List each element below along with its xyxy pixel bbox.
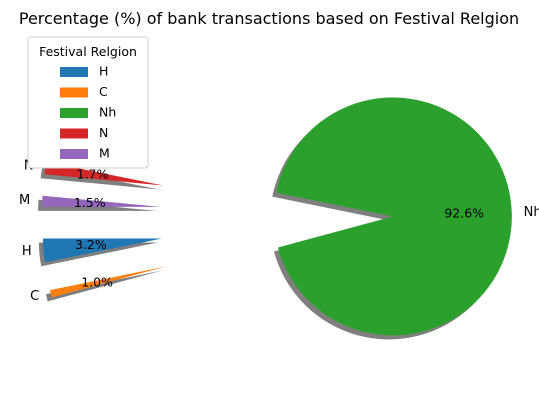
slice-m xyxy=(42,195,162,207)
slice-pct-c: 1.0% xyxy=(81,274,113,289)
slice-label-c: C xyxy=(30,289,39,304)
legend: Festival Relgion HC Nh NM xyxy=(27,36,149,169)
legend-label-m: M xyxy=(99,146,110,161)
pie-slices xyxy=(42,97,512,336)
legend-label-nh: Nh xyxy=(99,105,116,120)
legend-frame xyxy=(27,36,149,169)
slice-label-h: H xyxy=(22,244,32,259)
legend-swatch-n xyxy=(60,128,88,139)
chart-title: Percentage (%) of bank transactions base… xyxy=(19,9,519,28)
legend-title: Festival Relgion xyxy=(39,44,137,59)
slice-pct-m: 1.5% xyxy=(74,195,106,210)
legend-swatch-h xyxy=(60,67,88,77)
slice-nh xyxy=(276,97,512,336)
slice-c xyxy=(49,266,167,298)
slice-pct-nh: 92.6% xyxy=(444,206,484,221)
legend-label-c: C xyxy=(99,84,108,99)
legend-items: HC Nh NM xyxy=(60,64,116,161)
slice-label-nh: Nh xyxy=(524,205,539,220)
legend-swatch-nh xyxy=(60,108,88,118)
slice-label-m: M xyxy=(19,193,30,208)
slice-h xyxy=(42,238,162,263)
legend-label-h: H xyxy=(99,64,108,79)
legend-swatch-c xyxy=(60,87,88,98)
slice-shadow-c xyxy=(45,270,163,302)
legend-label-n: N xyxy=(99,125,108,140)
legend-swatch-m xyxy=(60,149,88,159)
slice-pct-n: 1.7% xyxy=(77,166,109,181)
slice-pct-h: 3.2% xyxy=(75,237,107,252)
